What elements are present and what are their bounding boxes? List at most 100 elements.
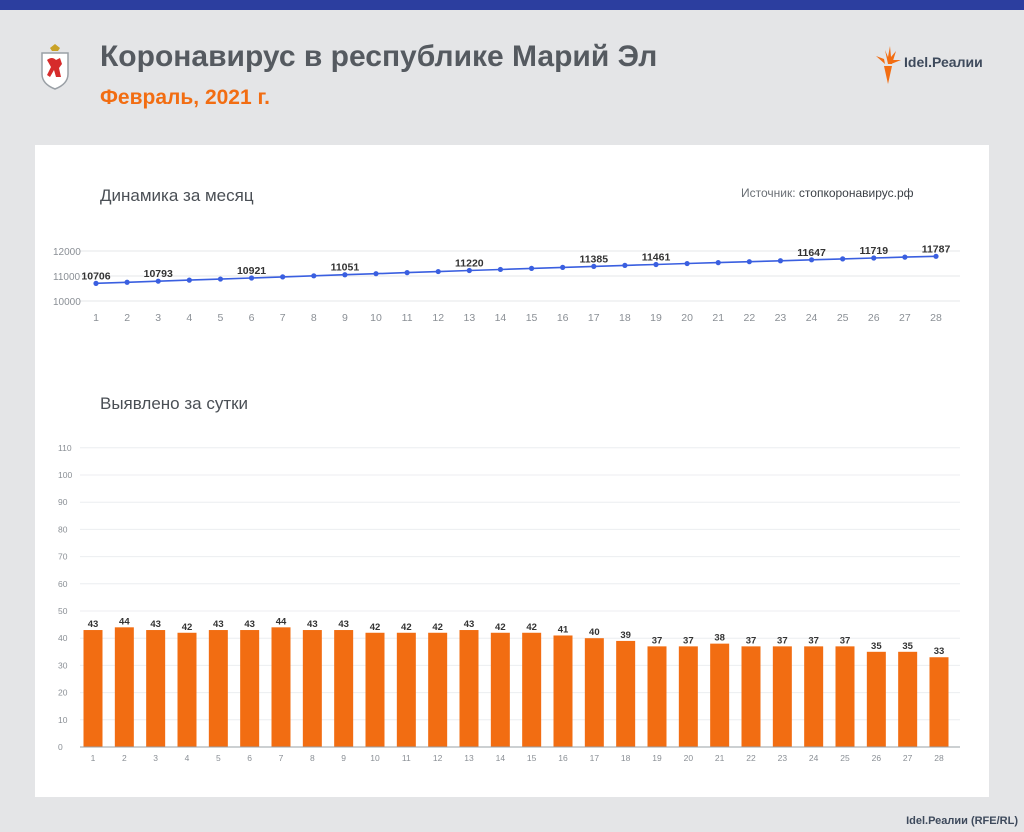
bar-y-tick-label: 40 [58, 633, 68, 643]
bar-x-tick-label: 4 [185, 753, 190, 763]
bar [929, 657, 949, 747]
line-point [777, 258, 784, 264]
bar-x-tick-label: 26 [872, 753, 882, 763]
bar-x-tick-label: 28 [934, 753, 944, 763]
bar-y-tick-label: 90 [58, 497, 68, 507]
bar [522, 632, 542, 747]
line-x-tick-label: 17 [588, 312, 600, 324]
line-point [902, 254, 908, 260]
line-point [186, 277, 192, 283]
bar-data-label: 42 [401, 622, 412, 633]
bar-chart: 0102030405060708090100110431442433424435… [58, 443, 960, 763]
line-x-tick-label: 28 [930, 312, 942, 324]
line-data-label: 10793 [144, 268, 173, 280]
line-point [373, 271, 379, 277]
line-x-tick-label: 11 [402, 312, 413, 324]
line-data-label: 11385 [579, 253, 608, 265]
bar-x-tick-label: 27 [903, 753, 913, 763]
line-data-label: 10921 [237, 265, 266, 277]
footer-credit: Idel.Реалии (RFE/RL) [906, 815, 1018, 827]
bar [459, 630, 479, 747]
page-subtitle: Февраль, 2021 г. [100, 86, 270, 109]
bar-data-label: 40 [589, 627, 600, 638]
line-x-tick-label: 18 [619, 312, 631, 324]
bar [396, 632, 416, 747]
line-data-label: 11461 [642, 251, 671, 263]
line-x-tick-label: 19 [650, 312, 662, 324]
bar-data-label: 43 [88, 619, 99, 630]
line-x-tick-label: 2 [124, 312, 130, 324]
bar-y-tick-label: 50 [58, 606, 68, 616]
line-point [653, 261, 659, 268]
bar [866, 651, 886, 747]
bar [741, 646, 761, 747]
line-data-label: 11787 [922, 243, 951, 255]
line-data-label: 11719 [859, 245, 888, 257]
bar-data-label: 37 [840, 635, 851, 646]
line-point [280, 274, 286, 280]
brand-name: Idel.Реалии [904, 54, 983, 70]
line-point [497, 266, 504, 273]
bar-data-label: 43 [213, 619, 224, 630]
line-data-label: 10706 [81, 270, 110, 282]
bar-data-label: 43 [338, 619, 349, 630]
bar-x-tick-label: 10 [370, 753, 380, 763]
bar-x-tick-label: 6 [247, 753, 252, 763]
line-y-tick-label: 10000 [53, 297, 81, 308]
bar-x-tick-label: 19 [652, 753, 662, 763]
line-data-label: 11051 [331, 262, 360, 274]
bar-data-label: 43 [150, 619, 161, 630]
bar-x-tick-label: 7 [279, 753, 284, 763]
line-point [684, 260, 690, 267]
bar-y-tick-label: 20 [58, 688, 68, 698]
bar [240, 630, 260, 747]
torch-icon [876, 46, 901, 84]
line-point [435, 268, 441, 275]
line-x-tick-label: 4 [186, 312, 192, 324]
line-series [95, 255, 937, 285]
line-x-tick-label: 25 [837, 312, 849, 324]
bar-data-label: 44 [276, 616, 287, 627]
line-x-tick-label: 16 [557, 312, 569, 324]
bar [678, 646, 698, 747]
bar [804, 646, 824, 747]
bar-x-tick-label: 22 [746, 753, 756, 763]
bar-data-label: 42 [526, 622, 537, 633]
line-x-tick-label: 1 [93, 312, 99, 324]
line-x-tick-label: 21 [712, 312, 724, 324]
line-point [248, 275, 255, 281]
line-point [311, 273, 317, 279]
bar-data-label: 39 [620, 630, 631, 641]
page-title: Коронавирус в республике Марий Эл [100, 40, 658, 73]
bar [647, 646, 667, 747]
bar-data-label: 35 [871, 641, 882, 652]
line-y-tick-label: 11000 [53, 272, 81, 283]
line-point [124, 279, 130, 285]
bar [334, 630, 354, 747]
line-x-tick-label: 10 [370, 312, 382, 324]
bar [302, 630, 322, 747]
chart-panel: Динамика за месяц Источник: стопкоронави… [35, 145, 989, 797]
line-point [933, 253, 939, 259]
line-chart-title: Динамика за месяц [100, 186, 254, 205]
line-data-label: 11647 [797, 247, 826, 259]
line-x-tick-label: 12 [432, 312, 444, 324]
bar-data-label: 42 [432, 622, 443, 633]
line-point [871, 255, 877, 261]
idel-realii-logo [876, 46, 901, 84]
bar-data-label: 42 [495, 622, 506, 633]
line-x-tick-label: 5 [218, 312, 224, 324]
line-point [466, 267, 472, 274]
bar-data-label: 37 [777, 635, 788, 646]
bar-data-label: 44 [119, 616, 130, 627]
bar-x-tick-label: 25 [840, 753, 850, 763]
bar [772, 646, 792, 747]
bar-data-label: 43 [464, 619, 475, 630]
line-point [560, 264, 566, 270]
bar-y-tick-label: 100 [58, 470, 72, 480]
bar [898, 651, 918, 747]
bar-y-tick-label: 60 [58, 579, 68, 589]
line-x-tick-label: 15 [526, 312, 538, 324]
bar [271, 627, 291, 747]
bar-data-label: 33 [934, 646, 945, 657]
